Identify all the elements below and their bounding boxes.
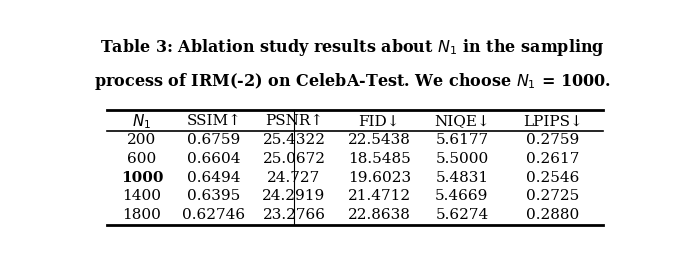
Text: FID↓: FID↓ bbox=[358, 114, 400, 128]
Text: 600: 600 bbox=[127, 152, 157, 166]
Text: 5.5000: 5.5000 bbox=[436, 152, 488, 166]
Text: $N_1$: $N_1$ bbox=[132, 112, 151, 131]
Text: 25.4322: 25.4322 bbox=[262, 133, 325, 147]
Text: 0.2617: 0.2617 bbox=[526, 152, 579, 166]
Text: 5.4669: 5.4669 bbox=[436, 189, 488, 203]
Text: PSNR↑: PSNR↑ bbox=[265, 114, 323, 128]
Text: 22.8638: 22.8638 bbox=[348, 208, 411, 222]
Text: 0.6494: 0.6494 bbox=[187, 171, 241, 185]
Text: 5.4831: 5.4831 bbox=[436, 171, 488, 185]
Text: process of IRM(-2) on CelebA-Test. We choose $N_1$ = 1000.: process of IRM(-2) on CelebA-Test. We ch… bbox=[94, 71, 611, 92]
Text: 0.2759: 0.2759 bbox=[526, 133, 579, 147]
Text: 1000: 1000 bbox=[120, 171, 163, 185]
Text: 18.5485: 18.5485 bbox=[348, 152, 411, 166]
Text: 0.6604: 0.6604 bbox=[187, 152, 241, 166]
Text: 0.62746: 0.62746 bbox=[182, 208, 246, 222]
Text: 5.6177: 5.6177 bbox=[436, 133, 488, 147]
Text: NIQE↓: NIQE↓ bbox=[434, 114, 490, 128]
Text: 0.2725: 0.2725 bbox=[526, 189, 579, 203]
Text: 1400: 1400 bbox=[122, 189, 162, 203]
Text: 1800: 1800 bbox=[122, 208, 162, 222]
Text: 24.2919: 24.2919 bbox=[262, 189, 325, 203]
Text: 21.4712: 21.4712 bbox=[347, 189, 411, 203]
Text: 25.0672: 25.0672 bbox=[262, 152, 325, 166]
Text: 200: 200 bbox=[127, 133, 157, 147]
Text: LPIPS↓: LPIPS↓ bbox=[523, 114, 583, 128]
Text: 0.6759: 0.6759 bbox=[187, 133, 241, 147]
Text: 19.6023: 19.6023 bbox=[347, 171, 411, 185]
Text: 22.5438: 22.5438 bbox=[348, 133, 411, 147]
Text: 5.6274: 5.6274 bbox=[436, 208, 488, 222]
Text: SSIM↑: SSIM↑ bbox=[186, 114, 241, 128]
Text: 0.2546: 0.2546 bbox=[526, 171, 579, 185]
Text: Table 3: Ablation study results about $N_1$ in the sampling: Table 3: Ablation study results about $N… bbox=[100, 37, 605, 58]
Text: 0.6395: 0.6395 bbox=[187, 189, 241, 203]
Text: 0.2880: 0.2880 bbox=[526, 208, 579, 222]
Text: 24.727: 24.727 bbox=[268, 171, 321, 185]
Text: 23.2766: 23.2766 bbox=[262, 208, 325, 222]
